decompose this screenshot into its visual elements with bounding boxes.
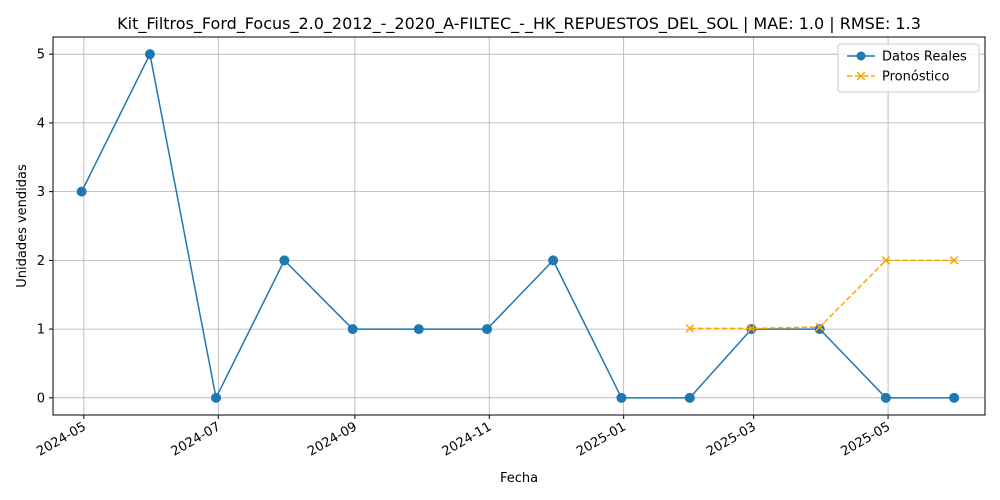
- legend-label: Pronóstico: [882, 70, 949, 85]
- series-layer: [76, 49, 960, 403]
- data-point: [76, 186, 87, 197]
- y-tick-label: 1: [37, 323, 45, 338]
- legend-marker: [856, 71, 866, 81]
- data-point: [211, 392, 222, 403]
- x-tick-label: 2024-05: [34, 419, 89, 459]
- x-tick-label: 2025-05: [839, 419, 894, 459]
- data-point: [815, 322, 825, 332]
- series-line: [689, 259, 955, 330]
- y-tick-label: 3: [37, 185, 45, 200]
- plot-frame: [52, 36, 986, 416]
- data-point: [548, 255, 559, 266]
- x-axis-title: Fecha: [500, 471, 538, 486]
- y-tick-label: 0: [37, 391, 45, 406]
- grid: [53, 37, 985, 415]
- x-tick-label: 2024-09: [305, 419, 360, 459]
- x-tick-label: 2025-01: [574, 419, 629, 459]
- y-tick-label: 4: [37, 116, 45, 131]
- data-point: [814, 324, 825, 335]
- y-tick-label: 2: [37, 254, 45, 269]
- legend-item: Pronóstico: [847, 70, 949, 85]
- data-point: [616, 392, 627, 403]
- legend: Datos Reales Pronóstico: [837, 43, 980, 93]
- data-point: [347, 324, 358, 335]
- data-point: [949, 392, 960, 403]
- data-point: [144, 49, 155, 60]
- data-point: [880, 392, 891, 403]
- y-tick-label: 5: [37, 48, 45, 63]
- data-point: [685, 324, 695, 333]
- data-point: [949, 256, 959, 265]
- x-tick-label: 2024-11: [440, 419, 495, 459]
- marker-stroke: [815, 322, 825, 332]
- data-point: [747, 324, 756, 333]
- x-tick-label: 2025-03: [704, 419, 759, 459]
- chart-title: Kit_Filtros_Ford_Focus_2.0_2012_-_2020_A…: [117, 14, 921, 34]
- x-tick-label: 2024-07: [169, 419, 224, 459]
- marker-stroke: [949, 256, 959, 265]
- data-point: [279, 255, 290, 266]
- marker-stroke: [747, 324, 756, 333]
- data-point: [413, 324, 424, 335]
- marker-stroke: [685, 324, 695, 333]
- x-axis: 2024-05 2024-07 2024-09 2024-11 2025-01 2025-…: [34, 415, 893, 460]
- legend-marker: [856, 51, 866, 61]
- legend-label: Datos Reales: [882, 50, 967, 65]
- marker-stroke: [881, 256, 891, 265]
- data-point: [881, 256, 891, 265]
- data-point: [482, 324, 493, 335]
- y-axis-title: Unidades vendidas: [15, 164, 30, 288]
- legend-item: Datos Reales: [847, 50, 967, 65]
- y-axis: 0 1 2 3 4 5: [37, 48, 53, 406]
- data-point: [684, 392, 695, 403]
- series-line: [80, 53, 955, 399]
